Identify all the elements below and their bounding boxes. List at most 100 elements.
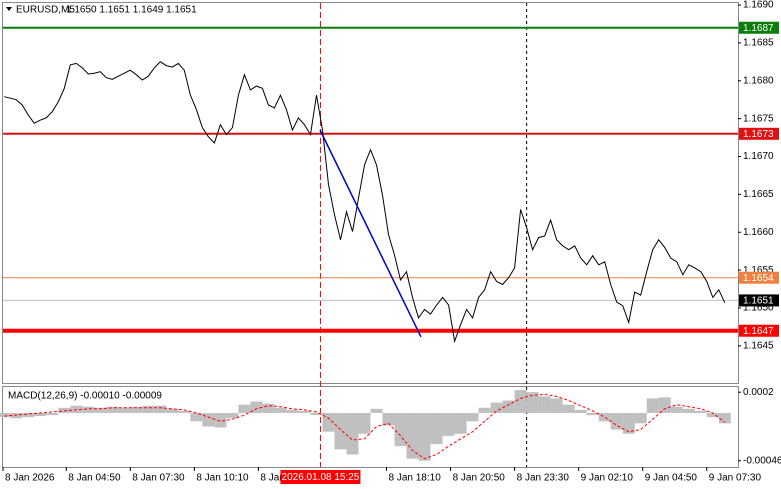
trendline [319, 129, 422, 338]
cursor-label: 2026.01.08 15:25 [282, 472, 360, 483]
macd-bar [610, 412, 623, 430]
macd-bar [574, 409, 587, 413]
price-level-label: 1.1654 [743, 273, 774, 284]
x-tick-label: 8 Jan 2026 [5, 473, 55, 484]
y-tick-label: 1.1660 [743, 227, 774, 238]
macd-bar [358, 412, 371, 434]
macd-bar [670, 406, 683, 413]
macd-title: MACD(12,26,9) -0.00010 -0.00009 [8, 391, 162, 402]
price-level-box [739, 21, 779, 34]
x-tick-label: 8 Jan 07:30 [132, 473, 185, 484]
y-tick-label: 1.1650 [743, 303, 774, 314]
macd-bar [538, 396, 551, 413]
macd-bar [154, 405, 167, 413]
macd-bar [70, 405, 83, 413]
x-tick-label: 9 Jan 02:10 [581, 473, 634, 484]
macd-bar [550, 398, 563, 413]
macd-bar [94, 407, 107, 413]
macd-bar [622, 412, 635, 434]
x-tick-label: 9 Jan 04:50 [645, 473, 698, 484]
macd-bar [406, 412, 419, 459]
macd-bar [118, 407, 131, 413]
macd-bar [22, 412, 35, 418]
macd-bar [370, 408, 383, 413]
macd-bar [334, 412, 347, 450]
macd-bar [46, 412, 59, 416]
y-tick-label: 1.1675 [743, 113, 774, 124]
macd-frame [2, 386, 739, 468]
macd-bar [226, 412, 239, 419]
macd-bar [214, 412, 227, 428]
x-tick-label: 8 Jan 20:50 [453, 473, 506, 484]
macd-bar [190, 412, 203, 422]
menu-arrow [6, 7, 12, 11]
quote: 1.1650 1.1651 1.1649 1.1651 [66, 5, 197, 16]
price-level-label: 1.1651 [743, 296, 774, 307]
macd-bar [394, 412, 407, 447]
main-frame [2, 2, 739, 384]
macd-bar [646, 398, 659, 413]
macd-bar [82, 406, 95, 413]
macd-bar [658, 397, 671, 413]
x-tick-label: 8 Jan 04:50 [68, 473, 121, 484]
y-tick-label: 1.1690 [743, 0, 774, 11]
macd-bar [250, 401, 263, 413]
symbol-title: EURUSD,M5 [16, 5, 75, 16]
price-line [4, 61, 726, 344]
macd-bar [586, 412, 599, 416]
x-tick-label: 9 Jan 07:30 [709, 473, 762, 484]
price-level-label: 1.1647 [743, 326, 774, 337]
macd-bar [454, 412, 467, 434]
macd-bar [274, 407, 287, 413]
y-tick-label: 1.1655 [743, 265, 774, 276]
macd-bar [706, 412, 719, 418]
macd-bar [166, 408, 179, 413]
macd-bar [130, 406, 143, 413]
macd-bar [286, 409, 299, 413]
y-tick-label: 1.1680 [743, 75, 774, 86]
x-tick-label: 8 Jan 23:30 [517, 473, 570, 484]
price-level-box [739, 324, 779, 337]
x-tick-label: 8 Jan 18:10 [389, 473, 442, 484]
y-tick-label: 1.1665 [743, 189, 774, 200]
y-tick-label: 1.1645 [743, 341, 774, 352]
macd-bar [430, 412, 443, 445]
price-level-box [739, 271, 779, 284]
macd-bar [382, 412, 395, 426]
macd-bar [418, 412, 431, 461]
macd-bar [466, 412, 479, 422]
macd-bar [262, 403, 275, 413]
macd-bar [0, 412, 11, 418]
macd-bar [634, 412, 647, 424]
macd-bar [106, 406, 119, 413]
macd-bar [238, 404, 251, 413]
macd-bar [694, 410, 707, 413]
macd-bar [478, 407, 491, 413]
macd-bar [142, 405, 155, 413]
macd-bar [34, 412, 47, 417]
x-tick-label: 8 Jan 10:10 [196, 473, 249, 484]
macd-bar [514, 390, 527, 413]
macd-bar [598, 412, 611, 422]
signal-line [4, 393, 726, 460]
macd-bar [310, 412, 323, 416]
macd-bar [718, 412, 731, 424]
macd-bar [58, 407, 71, 413]
macd-bar [202, 412, 215, 427]
price-level-box [739, 127, 779, 140]
y-tick-label: 1.1670 [743, 151, 774, 162]
y-tick-label: 0.0002 [743, 387, 774, 398]
macd-bar [442, 412, 455, 436]
y-tick-label: 1.1685 [743, 38, 774, 49]
macd-bar [526, 392, 539, 413]
price-level-label: 1.1673 [743, 129, 774, 140]
macd-bar [562, 404, 575, 413]
macd-bar [178, 410, 191, 413]
macd-bar [346, 412, 359, 455]
price-level-box [739, 294, 779, 307]
price-level-label: 1.1687 [743, 23, 774, 34]
macd-bar [682, 408, 695, 413]
macd-bar [322, 412, 335, 432]
macd-bar [490, 402, 503, 413]
y-tick-label: -0.00046 [743, 455, 781, 466]
